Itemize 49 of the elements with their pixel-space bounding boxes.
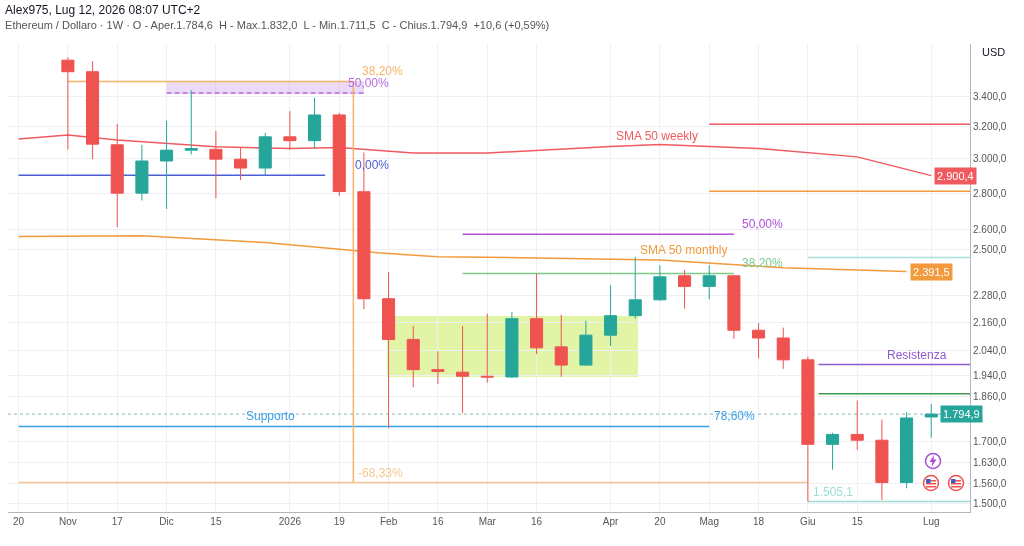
- chart-subtitle: Ethereum / Dollaro · 1W · O - Aper.1.784,6 H - Max.1.832,0 L - Min.1.711,5 C - Chius.1.794,9 +10,6 (+0,59%): [5, 19, 550, 32]
- x-tick-label: 15: [210, 516, 222, 527]
- chart-title: Alex975, Lug 12, 2026 08:07 UTC+2: [5, 2, 201, 17]
- annotation: 50,00%: [742, 217, 784, 231]
- y-tick-label: 1.700,0: [973, 435, 1007, 447]
- y-tick-label: 1.940,0: [973, 369, 1007, 381]
- x-tick-label: 17: [111, 516, 124, 527]
- annotation: SMA 50 weekly: [616, 129, 699, 143]
- x-tick-label: Dic: [159, 516, 174, 527]
- x-tick-label: 2026: [278, 516, 302, 527]
- annotation: Supporto: [246, 409, 296, 423]
- annotation: 78,60%: [714, 409, 756, 423]
- x-tick-label: Giu: [800, 516, 816, 527]
- annotation: SMA 50 monthly: [640, 243, 728, 257]
- x-tick-label: 16: [432, 516, 444, 527]
- y-tick-label: 2.600,0: [973, 224, 1007, 236]
- data-label: 2.900,4: [937, 170, 974, 182]
- y-tick-label: 2.280,0: [973, 289, 1007, 301]
- annotation: 1.505,1: [813, 485, 854, 499]
- x-tick-label: 20: [13, 516, 25, 527]
- x-tick-label: 18: [753, 516, 765, 527]
- y-tick-label: 3.000,0: [973, 153, 1007, 165]
- text: 1.794,9: [943, 408, 980, 420]
- y-tick-label: 1.500,0: [973, 497, 1007, 509]
- y-tick-label: 1.860,0: [973, 390, 1007, 402]
- annotation: Resistenza: [887, 348, 947, 362]
- x-tick-label: Nov: [59, 516, 77, 527]
- y-tick-label: 2.800,0: [973, 187, 1007, 199]
- y-axis-title: USD: [982, 46, 1006, 58]
- annotation: -68,33%: [358, 466, 404, 480]
- x-tick-label: 19: [333, 516, 346, 527]
- x-tick-label: 16: [531, 516, 543, 527]
- annotation: 38,20%: [362, 64, 404, 78]
- y-tick-label: 3.200,0: [973, 121, 1007, 133]
- x-tick-label: Mar: [478, 516, 497, 527]
- x-tick-label: Feb: [379, 516, 398, 527]
- x-tick-label: Apr: [602, 516, 620, 527]
- y-tick-label: 2.040,0: [973, 345, 1007, 357]
- y-tick-label: 1.630,0: [973, 456, 1007, 468]
- annotation: 50,00%: [348, 76, 390, 90]
- y-tick-label: 2.160,0: [973, 316, 1007, 328]
- x-tick-label: 15: [851, 516, 864, 527]
- y-tick-label: 3.400,0: [973, 91, 1007, 103]
- x-tick-label: Lug: [922, 516, 940, 527]
- data-label: 2.391,5: [913, 266, 950, 278]
- y-tick-label: 2.500,0: [973, 243, 1007, 255]
- x-tick-label: 20: [654, 516, 666, 527]
- y-tick-label: 1.560,0: [973, 478, 1007, 490]
- x-tick-label: Mag: [699, 516, 719, 527]
